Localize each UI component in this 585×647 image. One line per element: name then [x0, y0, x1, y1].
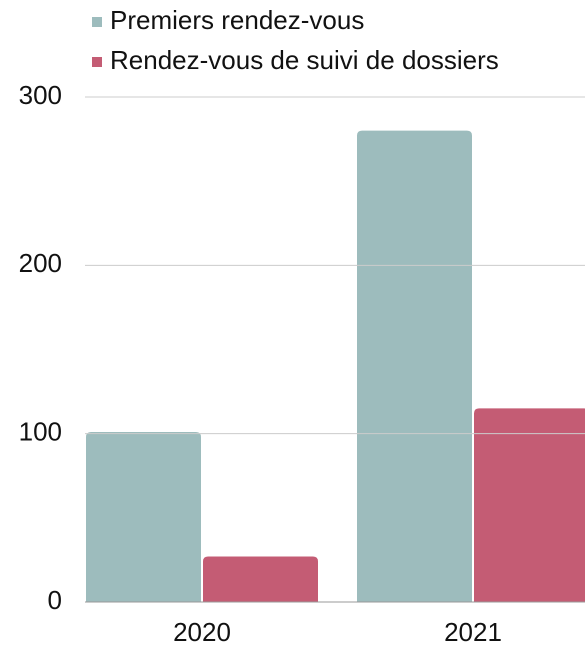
- bar: [357, 130, 472, 602]
- legend-swatch: [92, 17, 102, 27]
- legend-label: Premiers rendez-vous: [110, 5, 364, 35]
- bar: [86, 431, 201, 602]
- bar: [203, 556, 318, 602]
- plot-area: [86, 130, 585, 602]
- legend-label: Rendez-vous de suivi de dossiers: [110, 45, 499, 75]
- y-tick-label: 200: [19, 248, 62, 278]
- x-tick-label: 2020: [173, 617, 231, 647]
- legend-swatch: [92, 57, 102, 67]
- y-tick-label: 0: [48, 585, 62, 615]
- x-tick-label: 2021: [444, 617, 502, 647]
- bar: [474, 408, 585, 602]
- y-tick-label: 100: [19, 417, 62, 447]
- y-tick-label: 300: [19, 80, 62, 110]
